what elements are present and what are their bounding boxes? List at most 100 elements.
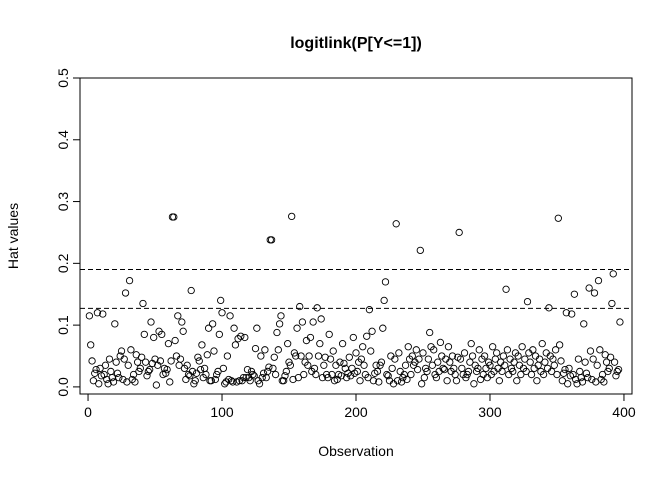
data-point: [151, 355, 159, 363]
data-point: [467, 339, 475, 348]
data-point: [129, 370, 138, 379]
data-point: [340, 359, 348, 368]
data-point: [194, 353, 202, 361]
data-point: [510, 358, 518, 366]
data-point: [517, 370, 525, 379]
data-point: [85, 312, 94, 320]
data-point: [395, 349, 403, 357]
data-point: [250, 372, 258, 380]
data-point: [219, 364, 228, 373]
data-point: [92, 365, 100, 374]
data-point: [269, 364, 277, 373]
data-point: [196, 365, 205, 374]
data-point: [166, 378, 174, 386]
data-point: [557, 357, 565, 365]
data-point: [239, 373, 248, 382]
x-tick-label: 300: [478, 404, 502, 420]
data-point: [207, 377, 215, 385]
y-axis-label: Hat values: [5, 203, 21, 269]
data-point: [388, 364, 396, 373]
data-point: [609, 270, 617, 278]
data-point: [231, 341, 240, 349]
data-point: [275, 320, 284, 328]
data-point: [171, 336, 179, 345]
data-point: [424, 355, 432, 363]
data-point: [495, 377, 504, 385]
data-point: [191, 377, 199, 385]
data-point: [221, 380, 229, 388]
data-point: [392, 220, 400, 228]
data-point: [178, 318, 186, 326]
data-point: [349, 333, 357, 342]
data-point: [538, 339, 546, 348]
data-point: [279, 377, 288, 385]
data-point: [316, 339, 324, 348]
data-point: [573, 380, 581, 388]
data-point: [333, 375, 341, 384]
data-point: [468, 352, 477, 360]
data-point: [576, 367, 584, 376]
data-point: [561, 365, 569, 374]
data-point: [365, 306, 374, 314]
data-point: [393, 377, 402, 385]
data-point: [88, 357, 96, 365]
data-point: [143, 372, 151, 380]
data-point: [369, 377, 378, 385]
data-point: [360, 361, 368, 369]
data-point: [588, 375, 596, 384]
data-point: [141, 358, 150, 366]
data-point: [187, 286, 195, 295]
data-point: [582, 369, 591, 377]
data-point: [541, 358, 549, 366]
data-point: [140, 330, 148, 339]
data-point: [356, 377, 364, 385]
y-axis: 0.0 0.1 0.2 0.3 0.4 0.5: [55, 68, 81, 397]
data-point: [403, 375, 411, 384]
data-point: [353, 367, 361, 376]
data-point: [553, 370, 561, 379]
data-point: [267, 236, 276, 244]
data-point: [309, 318, 317, 326]
data-point: [556, 341, 564, 349]
data-point: [375, 378, 383, 386]
data-point: [608, 299, 616, 308]
data-point: [606, 353, 615, 361]
y-tick-label: 0.1: [55, 315, 71, 335]
data-point: [605, 364, 613, 373]
data-point: [586, 347, 595, 355]
data-point: [104, 380, 112, 388]
data-point: [551, 346, 560, 354]
data-point: [550, 361, 558, 369]
data-point: [261, 346, 269, 354]
data-point: [455, 228, 463, 237]
data-point: [305, 352, 313, 360]
data-point: [423, 367, 431, 376]
data-point: [359, 343, 367, 351]
data-point: [602, 358, 611, 366]
data-point: [380, 296, 388, 305]
data-point: [192, 369, 201, 377]
data-point: [436, 338, 445, 347]
data-point: [614, 365, 623, 374]
data-point: [352, 349, 360, 357]
data-point: [554, 214, 562, 222]
data-point: [150, 333, 158, 342]
data-point: [270, 353, 278, 361]
data-point: [594, 276, 603, 285]
y-tick-label: 0.2: [55, 253, 71, 273]
data-point: [95, 380, 103, 388]
data-point: [448, 352, 457, 360]
data-point: [545, 304, 553, 312]
data-point: [384, 372, 392, 380]
data-point: [304, 361, 312, 369]
data-point: [133, 358, 142, 366]
data-point: [486, 361, 494, 369]
data-point: [342, 373, 351, 382]
data-point: [234, 335, 242, 343]
data-point: [188, 367, 197, 376]
data-point: [597, 375, 605, 384]
data-point: [404, 343, 412, 351]
data-point: [580, 320, 588, 328]
data-point: [167, 357, 175, 365]
